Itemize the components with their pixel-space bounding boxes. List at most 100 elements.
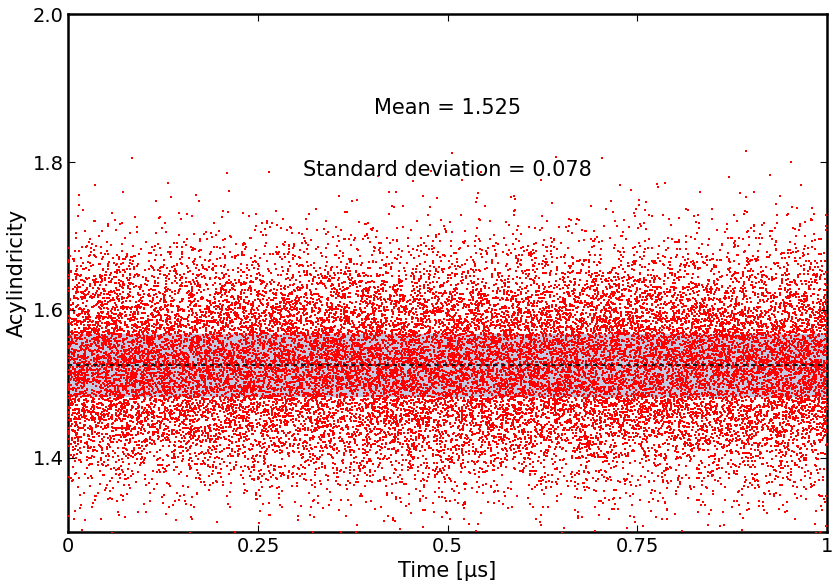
Point	[533, 341, 547, 350]
Point	[677, 332, 690, 341]
Point	[753, 239, 767, 249]
Point	[481, 422, 495, 432]
Point	[722, 435, 736, 445]
Point	[288, 349, 302, 358]
Point	[228, 366, 242, 375]
Point	[130, 408, 144, 417]
Point	[747, 356, 760, 366]
Point	[87, 338, 101, 347]
Point	[416, 316, 429, 326]
Point	[744, 462, 758, 471]
Point	[360, 457, 373, 466]
Point	[389, 316, 402, 325]
Point	[234, 345, 248, 355]
Point	[689, 299, 702, 309]
Point	[669, 416, 682, 426]
Point	[800, 256, 813, 265]
Point	[740, 427, 753, 436]
Point	[655, 347, 669, 356]
Point	[202, 338, 215, 348]
Point	[155, 382, 168, 392]
Point	[666, 392, 680, 402]
Point	[179, 367, 192, 376]
Point	[812, 394, 826, 403]
Point	[215, 281, 228, 290]
Point	[534, 395, 548, 405]
Point	[507, 359, 521, 369]
Point	[580, 322, 594, 331]
Point	[138, 386, 151, 395]
Point	[672, 360, 685, 370]
Point	[268, 365, 281, 375]
Point	[377, 295, 391, 304]
Point	[198, 310, 212, 320]
Point	[272, 396, 286, 405]
Point	[535, 391, 549, 400]
Point	[331, 416, 344, 425]
Point	[527, 328, 540, 338]
Point	[398, 321, 412, 330]
Point	[373, 407, 386, 416]
Point	[591, 347, 604, 356]
Point	[322, 410, 335, 419]
Point	[474, 375, 487, 385]
Point	[338, 292, 351, 301]
Point	[194, 316, 207, 326]
Point	[70, 386, 83, 395]
Point	[612, 254, 626, 263]
Point	[165, 501, 179, 510]
Point	[607, 288, 621, 297]
Point	[433, 341, 447, 350]
Point	[508, 370, 522, 380]
Point	[140, 409, 154, 418]
Point	[209, 335, 223, 344]
Point	[552, 359, 565, 368]
Point	[181, 410, 195, 420]
Point	[369, 333, 382, 343]
Point	[184, 500, 197, 510]
Point	[618, 445, 632, 454]
Point	[648, 350, 661, 359]
Point	[109, 389, 123, 399]
Point	[111, 430, 124, 440]
Point	[180, 423, 193, 432]
Point	[413, 282, 427, 291]
Point	[640, 299, 654, 308]
Point	[577, 440, 591, 449]
Point	[727, 321, 741, 330]
Point	[154, 421, 167, 430]
Point	[182, 332, 196, 341]
Point	[785, 203, 799, 212]
Point	[639, 361, 653, 370]
Point	[525, 442, 538, 452]
Point	[384, 438, 397, 447]
Point	[139, 273, 153, 283]
Point	[625, 381, 638, 390]
Point	[575, 347, 588, 356]
Point	[705, 472, 718, 481]
Point	[631, 323, 644, 332]
Point	[344, 308, 358, 317]
Point	[298, 419, 312, 429]
Point	[294, 318, 307, 328]
Point	[206, 365, 219, 375]
Point	[690, 362, 703, 372]
Point	[360, 470, 374, 479]
Point	[416, 339, 429, 349]
Point	[646, 350, 659, 360]
Point	[812, 309, 826, 318]
Point	[274, 365, 287, 374]
Point	[237, 358, 250, 367]
Point	[71, 362, 85, 371]
Point	[448, 294, 461, 303]
Point	[143, 286, 156, 295]
Point	[429, 266, 443, 276]
Point	[163, 248, 176, 257]
Point	[482, 383, 496, 393]
Point	[738, 349, 752, 358]
Point	[155, 435, 169, 445]
Point	[791, 416, 805, 426]
Point	[276, 305, 289, 314]
Point	[229, 457, 243, 467]
Point	[414, 405, 428, 414]
